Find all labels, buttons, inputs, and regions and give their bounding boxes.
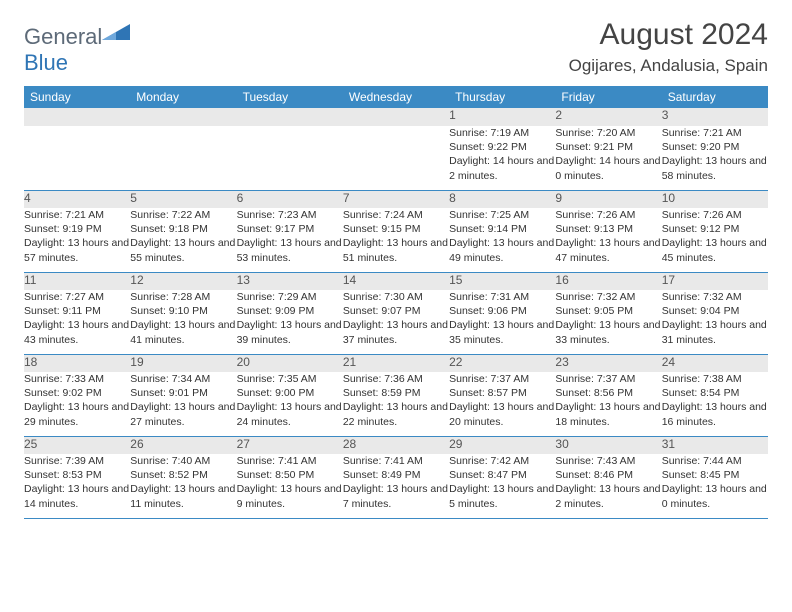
day-detail-cell: Sunrise: 7:23 AMSunset: 9:17 PMDaylight:… bbox=[237, 208, 343, 272]
day-number-cell: 12 bbox=[130, 272, 236, 290]
day-number-cell: 10 bbox=[662, 190, 768, 208]
day-detail-cell: Sunrise: 7:41 AMSunset: 8:49 PMDaylight:… bbox=[343, 454, 449, 518]
day-number-cell: 20 bbox=[237, 354, 343, 372]
day-number-cell bbox=[237, 108, 343, 126]
brand-text: General Blue bbox=[24, 24, 130, 76]
day-detail-cell: Sunrise: 7:21 AMSunset: 9:19 PMDaylight:… bbox=[24, 208, 130, 272]
day-number-cell: 13 bbox=[237, 272, 343, 290]
day-detail-cell: Sunrise: 7:32 AMSunset: 9:05 PMDaylight:… bbox=[555, 290, 661, 354]
day-number-cell: 19 bbox=[130, 354, 236, 372]
day-number-row: 18192021222324 bbox=[24, 354, 768, 372]
day-number-cell: 3 bbox=[662, 108, 768, 126]
day-detail-cell: Sunrise: 7:26 AMSunset: 9:13 PMDaylight:… bbox=[555, 208, 661, 272]
location-text: Ogijares, Andalusia, Spain bbox=[569, 56, 768, 76]
day-detail-cell: Sunrise: 7:37 AMSunset: 8:56 PMDaylight:… bbox=[555, 372, 661, 436]
day-number-cell: 30 bbox=[555, 436, 661, 454]
weekday-header: Tuesday bbox=[237, 86, 343, 108]
day-detail-cell: Sunrise: 7:39 AMSunset: 8:53 PMDaylight:… bbox=[24, 454, 130, 518]
day-number-cell: 7 bbox=[343, 190, 449, 208]
weekday-header: Saturday bbox=[662, 86, 768, 108]
day-detail-cell: Sunrise: 7:41 AMSunset: 8:50 PMDaylight:… bbox=[237, 454, 343, 518]
day-detail-cell: Sunrise: 7:43 AMSunset: 8:46 PMDaylight:… bbox=[555, 454, 661, 518]
day-detail-cell: Sunrise: 7:27 AMSunset: 9:11 PMDaylight:… bbox=[24, 290, 130, 354]
day-number-cell: 16 bbox=[555, 272, 661, 290]
day-detail-cell: Sunrise: 7:40 AMSunset: 8:52 PMDaylight:… bbox=[130, 454, 236, 518]
brand-logo: General Blue bbox=[24, 18, 130, 76]
day-number-row: 123 bbox=[24, 108, 768, 126]
day-detail-row: Sunrise: 7:27 AMSunset: 9:11 PMDaylight:… bbox=[24, 290, 768, 354]
day-number-cell: 25 bbox=[24, 436, 130, 454]
day-detail-cell: Sunrise: 7:35 AMSunset: 9:00 PMDaylight:… bbox=[237, 372, 343, 436]
day-detail-cell: Sunrise: 7:30 AMSunset: 9:07 PMDaylight:… bbox=[343, 290, 449, 354]
day-number-cell bbox=[130, 108, 236, 126]
day-number-cell: 6 bbox=[237, 190, 343, 208]
brand-word1: General bbox=[24, 24, 102, 49]
day-number-row: 45678910 bbox=[24, 190, 768, 208]
day-detail-cell: Sunrise: 7:36 AMSunset: 8:59 PMDaylight:… bbox=[343, 372, 449, 436]
day-detail-cell: Sunrise: 7:26 AMSunset: 9:12 PMDaylight:… bbox=[662, 208, 768, 272]
title-block: August 2024 Ogijares, Andalusia, Spain bbox=[569, 18, 768, 76]
day-number-cell bbox=[24, 108, 130, 126]
day-number-row: 25262728293031 bbox=[24, 436, 768, 454]
day-number-cell: 27 bbox=[237, 436, 343, 454]
day-number-cell: 5 bbox=[130, 190, 236, 208]
day-detail-cell: Sunrise: 7:34 AMSunset: 9:01 PMDaylight:… bbox=[130, 372, 236, 436]
day-detail-row: Sunrise: 7:33 AMSunset: 9:02 PMDaylight:… bbox=[24, 372, 768, 436]
day-detail-row: Sunrise: 7:19 AMSunset: 9:22 PMDaylight:… bbox=[24, 126, 768, 190]
day-detail-cell bbox=[130, 126, 236, 190]
day-detail-cell bbox=[237, 126, 343, 190]
weekday-header: Friday bbox=[555, 86, 661, 108]
weekday-header: Monday bbox=[130, 86, 236, 108]
day-detail-cell: Sunrise: 7:37 AMSunset: 8:57 PMDaylight:… bbox=[449, 372, 555, 436]
day-detail-cell: Sunrise: 7:31 AMSunset: 9:06 PMDaylight:… bbox=[449, 290, 555, 354]
day-number-cell: 26 bbox=[130, 436, 236, 454]
day-number-cell: 24 bbox=[662, 354, 768, 372]
day-detail-cell: Sunrise: 7:38 AMSunset: 8:54 PMDaylight:… bbox=[662, 372, 768, 436]
day-number-cell: 18 bbox=[24, 354, 130, 372]
weekday-header: Wednesday bbox=[343, 86, 449, 108]
day-detail-cell: Sunrise: 7:28 AMSunset: 9:10 PMDaylight:… bbox=[130, 290, 236, 354]
day-number-cell: 15 bbox=[449, 272, 555, 290]
header: General Blue August 2024 Ogijares, Andal… bbox=[24, 18, 768, 76]
day-number-cell: 11 bbox=[24, 272, 130, 290]
day-number-cell: 23 bbox=[555, 354, 661, 372]
day-detail-cell: Sunrise: 7:20 AMSunset: 9:21 PMDaylight:… bbox=[555, 126, 661, 190]
day-number-cell: 28 bbox=[343, 436, 449, 454]
day-detail-cell bbox=[343, 126, 449, 190]
weekday-header: Sunday bbox=[24, 86, 130, 108]
day-detail-cell: Sunrise: 7:42 AMSunset: 8:47 PMDaylight:… bbox=[449, 454, 555, 518]
day-detail-cell: Sunrise: 7:24 AMSunset: 9:15 PMDaylight:… bbox=[343, 208, 449, 272]
day-detail-cell: Sunrise: 7:32 AMSunset: 9:04 PMDaylight:… bbox=[662, 290, 768, 354]
day-detail-cell: Sunrise: 7:21 AMSunset: 9:20 PMDaylight:… bbox=[662, 126, 768, 190]
month-title: August 2024 bbox=[569, 18, 768, 52]
day-number-cell bbox=[343, 108, 449, 126]
day-number-cell: 22 bbox=[449, 354, 555, 372]
day-detail-cell: Sunrise: 7:33 AMSunset: 9:02 PMDaylight:… bbox=[24, 372, 130, 436]
day-number-cell: 2 bbox=[555, 108, 661, 126]
day-number-cell: 1 bbox=[449, 108, 555, 126]
triangle-icon bbox=[102, 24, 130, 44]
day-detail-cell: Sunrise: 7:29 AMSunset: 9:09 PMDaylight:… bbox=[237, 290, 343, 354]
day-detail-cell: Sunrise: 7:44 AMSunset: 8:45 PMDaylight:… bbox=[662, 454, 768, 518]
day-number-cell: 17 bbox=[662, 272, 768, 290]
day-number-cell: 14 bbox=[343, 272, 449, 290]
day-number-cell: 29 bbox=[449, 436, 555, 454]
day-detail-row: Sunrise: 7:39 AMSunset: 8:53 PMDaylight:… bbox=[24, 454, 768, 518]
day-detail-cell: Sunrise: 7:22 AMSunset: 9:18 PMDaylight:… bbox=[130, 208, 236, 272]
day-detail-cell: Sunrise: 7:19 AMSunset: 9:22 PMDaylight:… bbox=[449, 126, 555, 190]
day-number-row: 11121314151617 bbox=[24, 272, 768, 290]
day-detail-cell: Sunrise: 7:25 AMSunset: 9:14 PMDaylight:… bbox=[449, 208, 555, 272]
calendar-table: SundayMondayTuesdayWednesdayThursdayFrid… bbox=[24, 86, 768, 519]
brand-word2: Blue bbox=[24, 50, 68, 75]
day-number-cell: 21 bbox=[343, 354, 449, 372]
day-detail-row: Sunrise: 7:21 AMSunset: 9:19 PMDaylight:… bbox=[24, 208, 768, 272]
calendar-body: 123Sunrise: 7:19 AMSunset: 9:22 PMDaylig… bbox=[24, 108, 768, 518]
day-number-cell: 9 bbox=[555, 190, 661, 208]
weekday-header: Thursday bbox=[449, 86, 555, 108]
day-number-cell: 4 bbox=[24, 190, 130, 208]
day-detail-cell bbox=[24, 126, 130, 190]
day-number-cell: 8 bbox=[449, 190, 555, 208]
day-number-cell: 31 bbox=[662, 436, 768, 454]
weekday-header-row: SundayMondayTuesdayWednesdayThursdayFrid… bbox=[24, 86, 768, 108]
